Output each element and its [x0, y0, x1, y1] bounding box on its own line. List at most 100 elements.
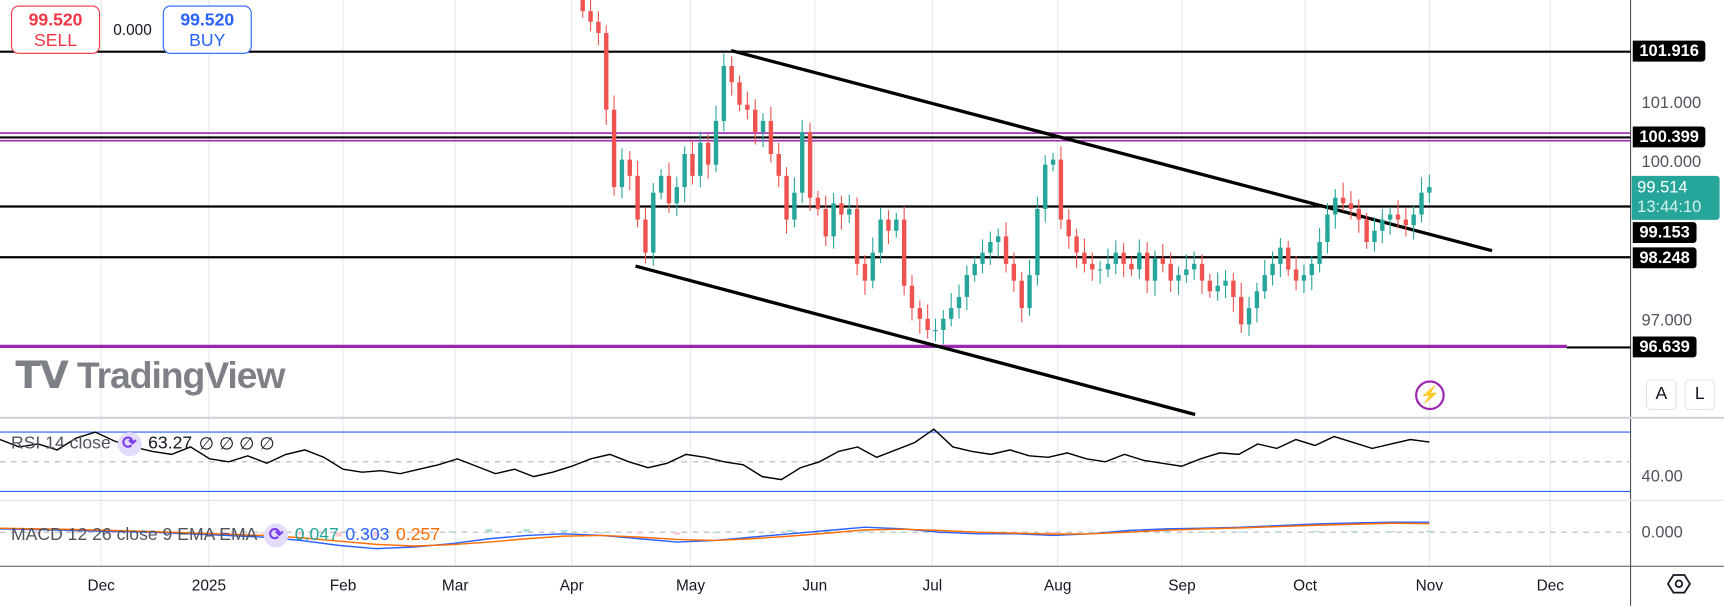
candle-body — [870, 252, 875, 281]
candle-body — [1129, 263, 1134, 270]
candle-body — [1372, 230, 1377, 242]
sell-price: 99.520 — [28, 10, 83, 30]
candle-body — [1191, 263, 1197, 270]
candle-body — [588, 11, 593, 22]
candle-body — [1325, 214, 1330, 242]
channel-upper-line — [730, 48, 1493, 253]
candle-body — [948, 308, 954, 319]
candle-body — [1356, 208, 1361, 220]
candle-body — [619, 159, 625, 188]
macd-histogram-bar — [1087, 532, 1095, 534]
time-label: Apr — [559, 576, 584, 594]
candle-body — [776, 154, 781, 176]
refresh-icon[interactable]: ⟳ — [263, 523, 289, 548]
candle-body — [768, 120, 774, 155]
candle-body — [1403, 219, 1409, 226]
time-label: Dec — [87, 576, 115, 594]
macd-histogram-bar — [560, 529, 568, 533]
rsi-line — [0, 428, 1430, 481]
macd-histogram-bar — [748, 530, 756, 533]
lightning-icon[interactable]: ⚡ — [1415, 380, 1445, 411]
candle-body — [737, 82, 742, 105]
candle-body — [643, 219, 648, 253]
current-price-label: 99.514 13:44:10 — [1631, 175, 1720, 220]
candle-body — [580, 0, 585, 12]
candle-body — [956, 296, 962, 309]
candle-body — [713, 120, 719, 165]
candle-body — [839, 203, 844, 215]
candle-body — [1270, 263, 1275, 276]
candle-body — [1231, 280, 1236, 297]
refresh-icon[interactable]: ⟳ — [117, 432, 142, 457]
candle-body — [651, 192, 656, 253]
macd-histogram-bar — [260, 532, 267, 534]
sell-button[interactable]: 99.520 SELL — [10, 5, 101, 54]
candle-body — [1137, 252, 1142, 270]
candle-body — [1082, 252, 1087, 264]
macd-histogram-bar — [335, 532, 342, 537]
candle-body — [1239, 296, 1244, 325]
candle-body — [792, 192, 797, 220]
candle-body — [1019, 280, 1024, 309]
price-tick: 101.000 — [1641, 93, 1702, 113]
candle-body — [1395, 214, 1401, 220]
candle-body — [604, 32, 609, 110]
candle-body — [894, 219, 899, 231]
candle-body — [996, 236, 1001, 242]
candle-body — [1152, 258, 1158, 281]
settings-icon[interactable] — [1666, 572, 1691, 596]
candle-body — [1011, 263, 1017, 281]
macd-histogram-bar — [485, 528, 493, 533]
macd-histogram-bar — [523, 528, 530, 533]
candle-body — [1199, 263, 1205, 281]
macd-histogram-bar — [109, 532, 117, 534]
time-label: 2025 — [191, 576, 227, 594]
candle-body — [1340, 197, 1346, 204]
candle-body — [1058, 159, 1064, 220]
candle-body — [909, 285, 915, 309]
level-label: 96.639 — [1632, 336, 1697, 358]
time-label: Nov — [1415, 576, 1444, 594]
candle-body — [1254, 291, 1260, 309]
macd-histogram-bar — [711, 532, 718, 534]
sell-label: SELL — [33, 31, 78, 51]
candle-body — [1074, 236, 1079, 253]
macd-histogram-bar — [1049, 532, 1057, 534]
candle-body — [1301, 275, 1307, 281]
candle-body — [1246, 308, 1252, 325]
macd-histogram-bar — [786, 529, 794, 533]
candle-body — [1223, 280, 1228, 286]
rsi-na-values: ∅ ∅ ∅ ∅ — [198, 435, 275, 455]
macd-histogram-bar — [1388, 531, 1396, 533]
candle-body — [1262, 275, 1267, 292]
macd-histogram-bar — [297, 532, 305, 535]
candle-body — [980, 252, 985, 264]
macd-histogram-bar — [1350, 530, 1358, 533]
candle-body — [698, 142, 703, 176]
time-label: Jul — [922, 576, 943, 594]
candle-body — [925, 318, 930, 330]
macd-histogram-bar — [861, 529, 869, 533]
candle-body — [1387, 214, 1393, 220]
rsi-axis-label: 40.00 — [1641, 467, 1683, 486]
auto-scale-button[interactable]: A — [1645, 379, 1677, 411]
candle-body — [1066, 219, 1071, 237]
level-label: 101.916 — [1632, 40, 1706, 62]
candle-body — [1364, 219, 1369, 242]
candle-body — [760, 120, 766, 133]
candle-body — [1293, 269, 1299, 281]
candle-body — [1144, 252, 1150, 281]
macd-legend[interactable]: MACD 12 26 close 9 EMA EMA ⟳ 0.047 0.303… — [11, 523, 440, 548]
log-scale-button[interactable]: L — [1684, 379, 1716, 411]
buy-button[interactable]: 99.520 BUY — [162, 5, 252, 54]
rsi-legend[interactable]: RSI 14 close ⟳ 63.27 ∅ ∅ ∅ ∅ — [11, 432, 275, 457]
candle-body — [1113, 252, 1118, 264]
candle-body — [1317, 241, 1322, 264]
macd-histogram-bar — [1237, 531, 1245, 533]
macd-histogram-bar — [1200, 531, 1207, 533]
level-label: 98.248 — [1632, 247, 1697, 269]
buy-price: 99.520 — [180, 10, 235, 30]
time-label: May — [675, 576, 706, 594]
